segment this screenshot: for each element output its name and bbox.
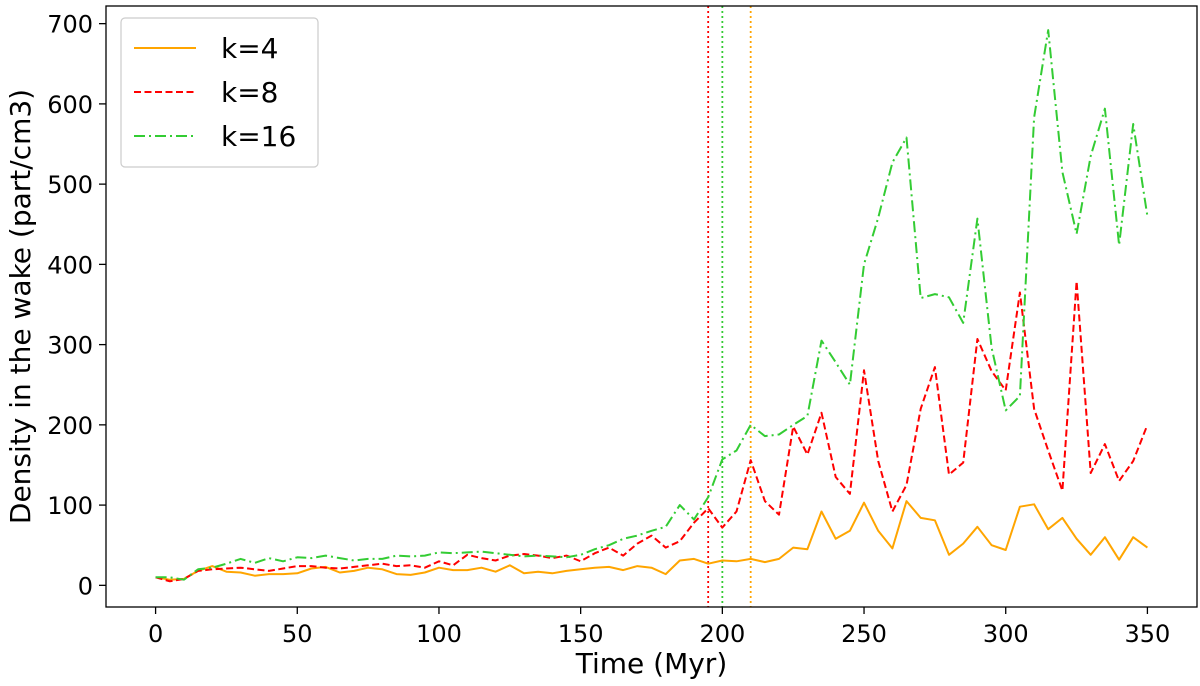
vertical-marker-lines	[707, 6, 752, 607]
y-tick-label: 400	[47, 251, 93, 279]
y-tick-label: 600	[47, 91, 93, 119]
x-tick-label: 200	[699, 620, 745, 648]
y-tick-label: 200	[47, 412, 93, 440]
legend-box	[120, 17, 319, 168]
plot-area-frame	[105, 5, 1198, 608]
x-tick-label: 300	[983, 620, 1029, 648]
y-tick-label: 500	[47, 171, 93, 199]
y-axis-ticks: 0 100 200 300 400 500 600 700	[47, 11, 106, 600]
x-tick-label: 150	[558, 620, 604, 648]
x-tick-label: 50	[282, 620, 313, 648]
legend-label-k8: k=8	[221, 76, 279, 109]
series-line-k4	[155, 500, 1148, 581]
y-tick-label: 700	[47, 11, 93, 39]
x-tick-label: 0	[148, 620, 163, 648]
x-axis-ticks: 0 50 100 150 200 250 300 350	[148, 607, 1170, 648]
x-tick-label: 100	[416, 620, 462, 648]
x-axis-label: Time (Myr)	[575, 647, 728, 680]
legend-label-k16: k=16	[221, 120, 296, 153]
series-line-k16	[155, 29, 1149, 581]
series-lines	[155, 29, 1149, 583]
x-tick-label: 350	[1125, 620, 1171, 648]
x-tick-label: 250	[841, 620, 887, 648]
legend-label-k4: k=4	[221, 32, 279, 65]
y-axis-label: Density in the wake (part/cm3)	[4, 89, 37, 524]
series-line-k8	[155, 280, 1149, 583]
legend: k=4 k=8 k=16	[120, 17, 319, 168]
y-tick-label: 100	[47, 492, 93, 520]
y-tick-label: 0	[78, 572, 93, 600]
y-tick-label: 300	[47, 332, 93, 360]
